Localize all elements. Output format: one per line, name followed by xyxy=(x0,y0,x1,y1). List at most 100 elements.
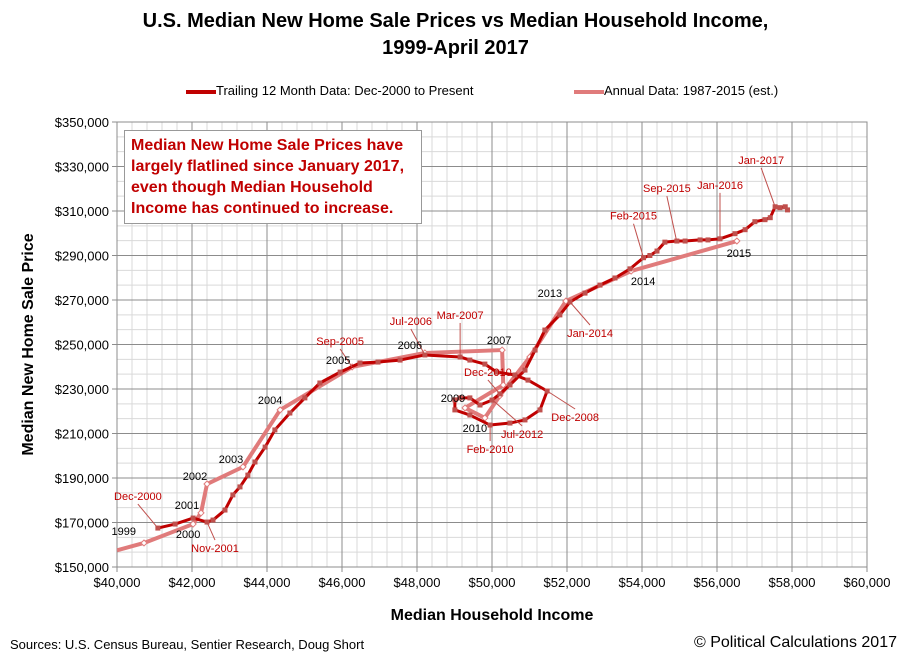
annotation-label: 2004 xyxy=(258,395,282,407)
data-point-trailing xyxy=(190,515,196,521)
data-point-trailing xyxy=(767,215,773,221)
annotation-label: 2001 xyxy=(175,500,199,512)
data-point-trailing xyxy=(317,380,323,386)
sources-text: Sources: U.S. Census Bureau, Sentier Res… xyxy=(10,637,365,652)
data-point-trailing xyxy=(507,420,513,426)
data-point-trailing xyxy=(245,472,251,478)
annotation-label: 2013 xyxy=(538,288,562,300)
data-point-trailing xyxy=(752,219,758,225)
data-point-trailing xyxy=(457,395,463,401)
data-point-trailing xyxy=(482,361,488,367)
data-point-trailing xyxy=(597,282,603,288)
data-point-annual xyxy=(499,381,507,389)
data-point-trailing xyxy=(542,327,548,333)
data-point-trailing xyxy=(777,205,783,211)
data-point-trailing xyxy=(210,517,216,523)
y-tick-label: $350,000 xyxy=(55,115,109,130)
x-tick-label: $50,000 xyxy=(469,575,516,590)
data-point-trailing xyxy=(525,377,531,383)
annotation-leader xyxy=(546,390,576,410)
annotation-label: 2009 xyxy=(441,393,465,405)
data-point-trailing xyxy=(532,347,538,353)
annotation-label: 1999 xyxy=(112,526,136,538)
x-tick-label: $60,000 xyxy=(844,575,891,590)
annotation-label: Jul-2012 xyxy=(501,429,543,441)
x-tick-label: $48,000 xyxy=(394,575,441,590)
annotation-leader xyxy=(410,328,426,356)
annotation-label: Jul-2006 xyxy=(390,316,432,328)
annotation-label: 2010 xyxy=(463,423,487,435)
annotation-label: Sep-2005 xyxy=(316,336,364,348)
data-point-trailing xyxy=(705,237,711,243)
annotation-label: Mar-2007 xyxy=(437,310,484,322)
plot-border xyxy=(116,121,868,568)
data-point-trailing xyxy=(357,360,363,366)
data-point-trailing xyxy=(337,369,343,375)
annotation-label: Nov-2001 xyxy=(191,543,239,555)
annotation-label: Dec-2000 xyxy=(114,491,162,503)
annotation-label: 2003 xyxy=(219,454,243,466)
data-point-trailing xyxy=(302,395,308,401)
data-point-trailing xyxy=(494,369,500,375)
annotation-leader xyxy=(760,167,776,207)
data-point-trailing xyxy=(222,507,228,513)
annotation-label: Jan-2016 xyxy=(697,180,743,192)
annotation-textbox: Median New Home Sale Prices have largely… xyxy=(124,130,422,224)
data-point-trailing xyxy=(230,492,236,498)
y-tick-label: $310,000 xyxy=(55,204,109,219)
x-tick-label: $42,000 xyxy=(169,575,216,590)
data-point-trailing xyxy=(512,372,518,378)
y-tick-label: $170,000 xyxy=(55,516,109,531)
annotation-leader xyxy=(633,223,644,258)
annotation-leader xyxy=(339,348,353,368)
data-point-trailing xyxy=(537,407,543,413)
data-point-trailing xyxy=(467,412,473,418)
annotation-label: 2005 xyxy=(326,355,350,367)
data-point-trailing xyxy=(697,237,703,243)
annotation-label: Dec-2010 xyxy=(464,367,512,379)
y-tick-label: $290,000 xyxy=(55,249,109,264)
x-tick-label: $54,000 xyxy=(619,575,666,590)
data-point-annual xyxy=(239,463,247,471)
data-point-annual xyxy=(276,406,284,414)
data-point-annual xyxy=(498,346,506,354)
data-point-trailing xyxy=(557,312,563,318)
legend-label: Annual Data: 1987-2015 (est.) xyxy=(604,83,779,98)
data-point-trailing xyxy=(647,253,653,258)
data-point-trailing xyxy=(172,521,178,527)
title-line-2: 1999-April 2017 xyxy=(382,37,529,59)
legend-item-annual: Annual Data: 1987-2015 (est.) xyxy=(574,83,778,98)
data-point-trailing xyxy=(742,227,748,233)
title-line-1: U.S. Median New Home Sale Prices vs Medi… xyxy=(142,10,769,32)
data-point-trailing xyxy=(522,367,528,373)
data-point-annual xyxy=(189,520,197,528)
x-tick-label: $40,000 xyxy=(94,575,141,590)
x-tick-label: $56,000 xyxy=(694,575,741,590)
annotation-label: Feb-2015 xyxy=(610,211,657,223)
annotation-label: Jan-2017 xyxy=(738,155,784,167)
data-point-annual xyxy=(461,404,469,412)
annotation-label: 2014 xyxy=(631,276,655,288)
legend-item-trailing: Trailing 12 Month Data: Dec-2000 to Pres… xyxy=(186,83,474,98)
data-point-annual xyxy=(140,539,148,547)
y-tick-label: $210,000 xyxy=(55,427,109,442)
annotation-leader xyxy=(666,196,678,243)
x-tick-label: $44,000 xyxy=(244,575,291,590)
y-tick-label: $190,000 xyxy=(55,471,109,486)
y-tick-label: $270,000 xyxy=(55,293,109,308)
data-point-annual xyxy=(733,237,741,245)
copyright-text: © Political Calculations 2017 xyxy=(693,634,897,651)
data-point-trailing xyxy=(785,207,790,213)
data-point-trailing xyxy=(762,217,768,223)
annotation-leader xyxy=(487,379,501,395)
data-point-trailing xyxy=(662,239,668,245)
annotation-label: 2015 xyxy=(727,248,751,260)
annotation-label: 2002 xyxy=(183,471,207,483)
x-tick-label: $46,000 xyxy=(319,575,366,590)
data-point-trailing xyxy=(452,407,458,413)
data-point-annual xyxy=(203,480,211,488)
annotation-label: 2006 xyxy=(398,340,422,352)
data-point-trailing xyxy=(262,444,268,450)
annotation-leader xyxy=(569,301,591,326)
data-point-trailing xyxy=(732,231,738,237)
